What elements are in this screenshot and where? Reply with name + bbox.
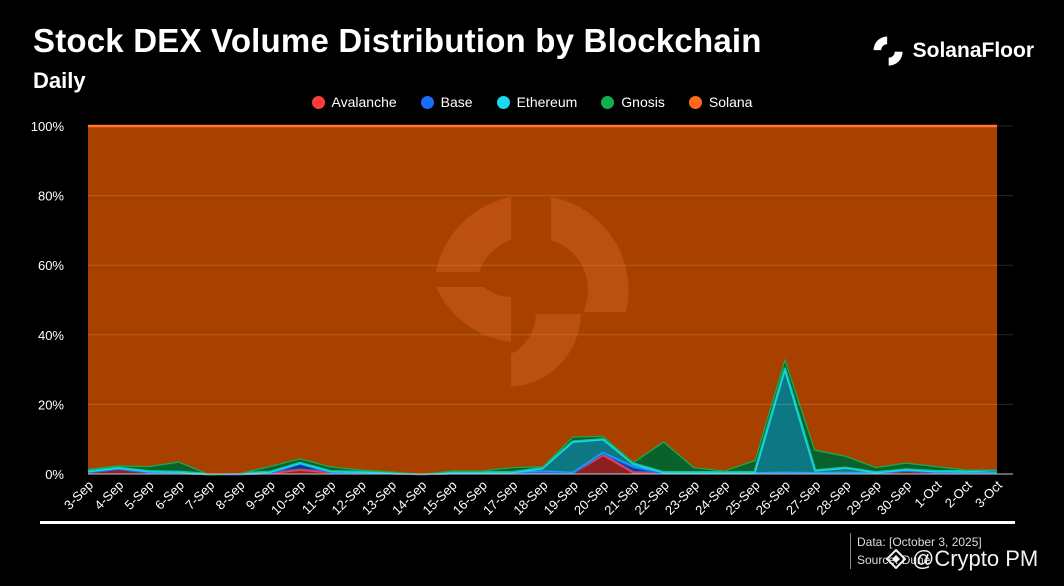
y-tick-label: 0% (45, 467, 64, 482)
solanafloor-logo-icon (873, 36, 903, 66)
area-avalanche (88, 454, 997, 474)
diamond-logo-icon (886, 549, 906, 569)
plot-watermark-logo-icon (436, 197, 629, 387)
data-date: Data: [October 3, 2025] (857, 535, 982, 549)
x-tick-label: 4-Sep (91, 478, 126, 513)
chart-legend: Avalanche Base Ethereum Gnosis Solana (0, 94, 1064, 110)
area-ethereum (88, 368, 997, 474)
brand-name: SolanaFloor (912, 39, 1034, 62)
legend-item-ethereum[interactable]: Ethereum (496, 94, 578, 110)
legend-swatch (420, 95, 434, 109)
x-tick-label: 30-Sep (874, 478, 914, 518)
legend-swatch (688, 95, 702, 109)
x-tick-label: 10-Sep (268, 478, 308, 518)
y-tick-label: 100% (31, 119, 65, 134)
legend-label: Solana (708, 94, 753, 110)
legend-item-gnosis[interactable]: Gnosis (601, 94, 665, 110)
legend-label: Gnosis (621, 94, 665, 110)
legend-swatch (601, 95, 615, 109)
watermark-text: @Crypto PM (912, 546, 1039, 571)
legend-swatch (496, 95, 510, 109)
watermark: @Crypto PM (886, 546, 1038, 572)
y-tick-label: 60% (38, 258, 64, 273)
legend-label: Ethereum (516, 94, 578, 110)
x-tick-label: 3-Oct (972, 477, 1005, 510)
area-solana (88, 126, 997, 474)
x-tick-label: 6-Sep (152, 478, 187, 513)
x-tick-label: 2-Oct (942, 477, 975, 510)
footer-divider (40, 521, 1015, 524)
legend-label: Base (440, 94, 473, 110)
x-tick-label: 1-Oct (911, 477, 944, 510)
legend-item-avalanche[interactable]: Avalanche (311, 94, 397, 110)
chart-subtitle: Daily (33, 68, 86, 93)
x-tick-label: 7-Sep (182, 478, 217, 513)
legend-item-base[interactable]: Base (420, 94, 473, 110)
x-tick-label: 3-Sep (61, 478, 96, 513)
legend-item-solana[interactable]: Solana (688, 94, 753, 110)
legend-swatch (311, 95, 325, 109)
y-tick-label: 80% (38, 189, 64, 204)
x-tick-label: 8-Sep (212, 478, 247, 513)
x-tick-label: 5-Sep (122, 478, 157, 513)
y-tick-label: 40% (38, 328, 64, 343)
brand-logo: SolanaFloor (871, 34, 1034, 68)
chart-title: Stock DEX Volume Distribution by Blockch… (33, 22, 762, 59)
y-tick-label: 20% (38, 397, 64, 412)
legend-label: Avalanche (331, 94, 397, 110)
